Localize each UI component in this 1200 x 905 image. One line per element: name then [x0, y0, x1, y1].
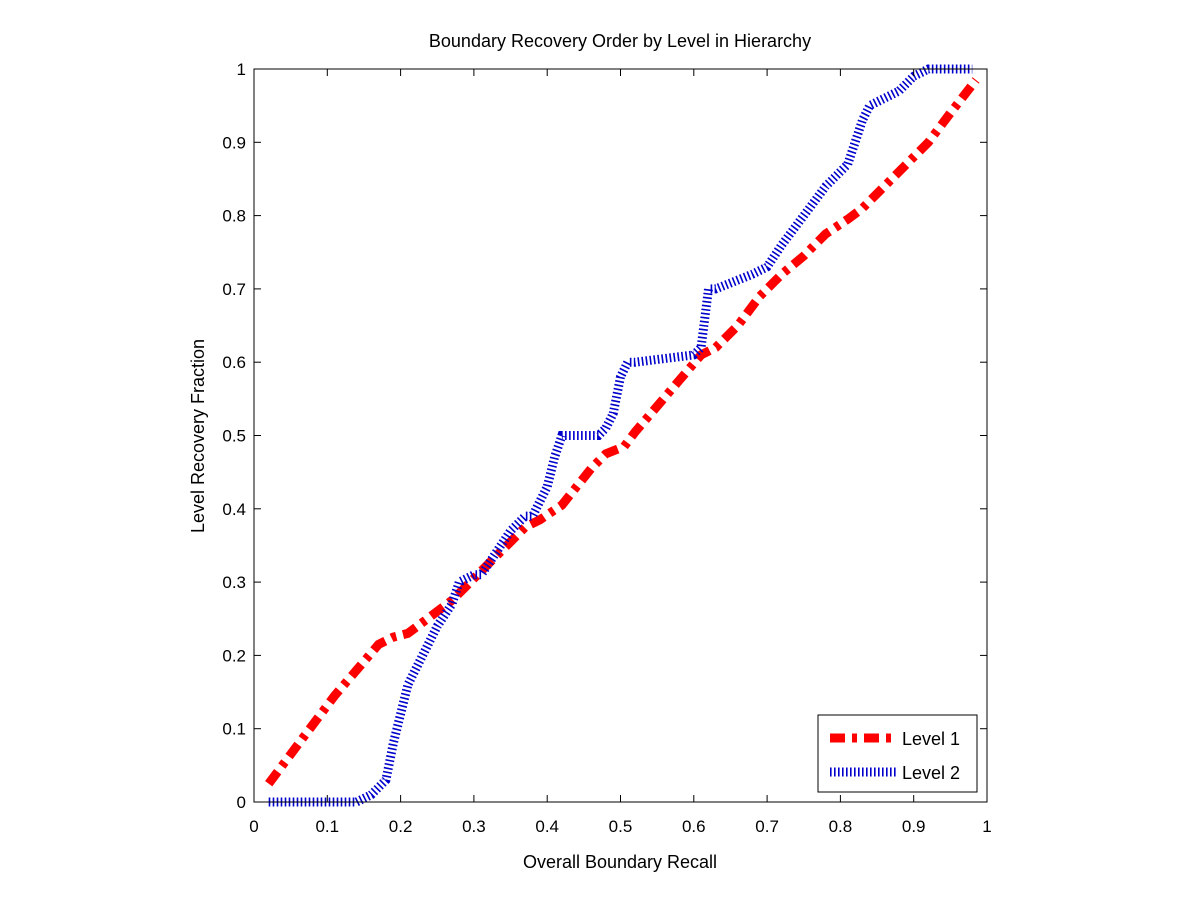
y-axis-label: Level Recovery Fraction: [188, 339, 208, 533]
y-tick-label: 0.3: [222, 573, 246, 592]
y-tick-label: 0: [237, 793, 246, 812]
ticks-layer: 0 0.1 0.2 0.3 0.4 0.5 0.6 0.7 0.8 0.9 1 0 0.1 0.2 0.3 0…: [222, 60, 991, 836]
x-tick-label: 0.3: [462, 817, 486, 836]
x-tick-label: 0.9: [902, 817, 926, 836]
x-tick-label: 0.5: [609, 817, 633, 836]
legend-label-level-2: Level 2: [902, 763, 960, 783]
y-tick-label: 0.7: [222, 280, 246, 299]
x-tick-label: 0: [249, 817, 258, 836]
legend-label-level-1: Level 1: [902, 729, 960, 749]
x-tick-label: 0.4: [535, 817, 559, 836]
y-tick-label: 0.2: [222, 646, 246, 665]
x-tick-label: 0.6: [682, 817, 706, 836]
y-tick-label: 0.9: [222, 133, 246, 152]
plot-background: [254, 69, 987, 802]
plot-area: [253, 64, 988, 807]
x-tick-label: 0.8: [829, 817, 853, 836]
x-tick-label: 1: [982, 817, 991, 836]
series-layer: [265, 64, 980, 807]
x-tick-label: 0.2: [389, 817, 413, 836]
x-tick-label: 0.1: [315, 817, 339, 836]
legend: Level 1 Level 2: [817, 714, 978, 793]
series-line-level-2: [268, 64, 973, 807]
y-tick-label: 0.6: [222, 353, 246, 372]
y-tick-label: 0.5: [222, 427, 246, 446]
x-axis-label: Overall Boundary Recall: [523, 852, 717, 872]
y-tick-label: 0.4: [222, 500, 246, 519]
y-tick-label: 0.1: [222, 720, 246, 739]
chart-title: Boundary Recovery Order by Level in Hier…: [429, 31, 811, 51]
y-tick-label: 0.8: [222, 207, 246, 226]
legend-box: [817, 714, 978, 793]
y-tick-label: 1: [237, 60, 246, 79]
x-tick-label: 0.7: [755, 817, 779, 836]
